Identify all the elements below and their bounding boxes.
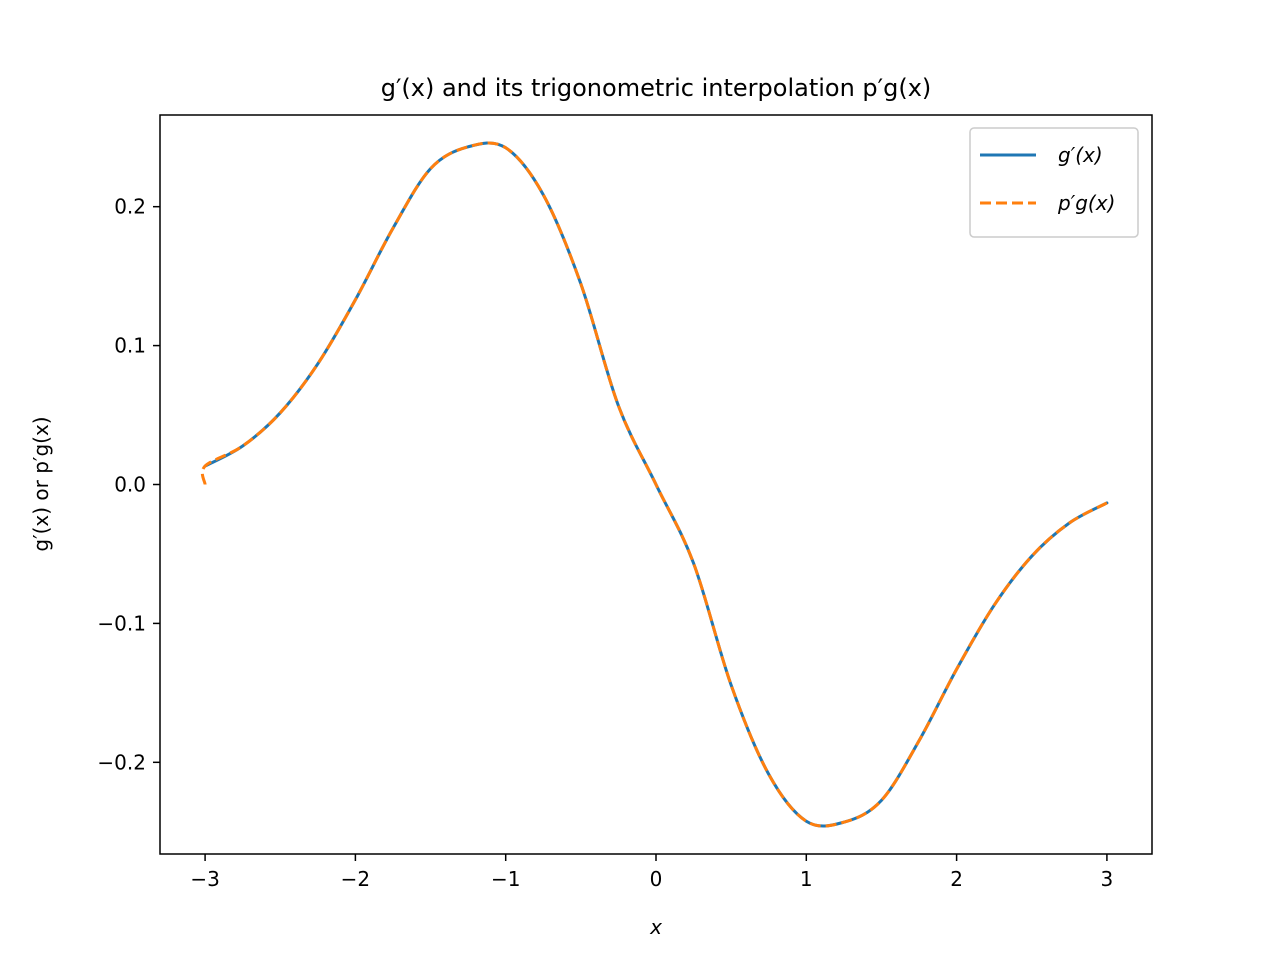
y-ticks: −0.2 −0.1 0.0 0.1 0.2: [97, 195, 160, 774]
y-tick-label: 0.2: [114, 195, 146, 219]
legend-label-2: p′g(x): [1057, 191, 1115, 215]
y-tick-label: −0.1: [97, 611, 146, 635]
series-layer: [200, 141, 1109, 828]
x-axis-label: x: [649, 915, 662, 939]
x-tick-label: −1: [491, 867, 520, 891]
series-line-2: [200, 141, 1108, 828]
x-tick-label: 1: [800, 867, 813, 891]
y-tick-label: 0.0: [114, 473, 146, 497]
y-axis-label: g′(x) or p′g(x): [29, 416, 53, 551]
x-tick-label: −2: [341, 867, 370, 891]
x-tick-label: −3: [190, 867, 219, 891]
legend-items: g′(x) p′g(x): [980, 143, 1115, 215]
y-tick-label: −0.2: [97, 750, 146, 774]
x-tick-label: 0: [650, 867, 663, 891]
legend-label-1: g′(x): [1058, 143, 1103, 167]
chart-title: g′(x) and its trigonometric interpolatio…: [381, 74, 932, 102]
x-ticks: −3 −2 −1 0 1 2 3: [190, 854, 1113, 891]
y-tick-label: 0.1: [114, 334, 146, 358]
legend: g′(x) p′g(x): [969, 127, 1139, 238]
x-tick-label: 3: [1101, 867, 1114, 891]
x-tick-label: 2: [950, 867, 963, 891]
legend-box: [969, 127, 1139, 238]
plot-area: −3 −2 −1 0 1 2 3 −0.2 −0.1 0.0 0.1 0.2: [97, 114, 1153, 891]
